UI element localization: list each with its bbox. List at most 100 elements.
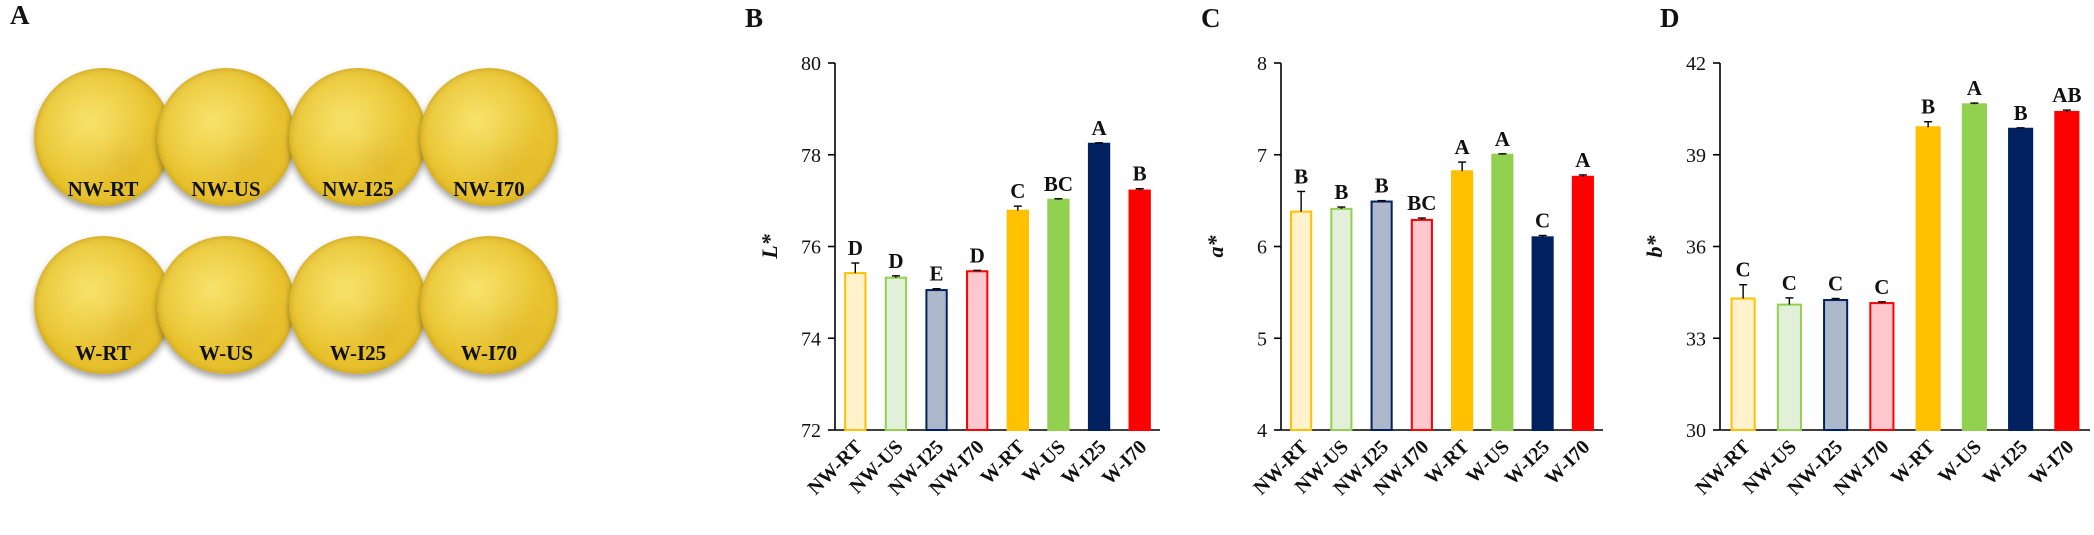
y-tick-label: 76: [801, 237, 821, 259]
sample-label-w-rt: W-RT: [75, 341, 131, 365]
x-tick-label: W-RT: [976, 436, 1029, 489]
bar-w-i25: [1531, 236, 1554, 431]
significance-letter: A: [1967, 76, 1983, 100]
sample-label-w-i70: W-I70: [460, 341, 518, 365]
x-tick-label: W-I25: [1501, 436, 1555, 490]
sample-plate-nw-i25: [289, 68, 427, 206]
bar-nw-rt: [844, 272, 867, 432]
bar-nw-i25: [1823, 299, 1849, 432]
x-tick-label: W-RT: [1421, 436, 1474, 489]
significance-letter: B: [1334, 180, 1348, 204]
significance-letter: C: [1535, 208, 1550, 232]
bar-nw-rt: [1290, 210, 1313, 431]
bar-w-i70: [1128, 189, 1151, 431]
sample-plate-w-i70: [420, 236, 558, 374]
sample-plate-nw-rt: [34, 68, 172, 206]
y-tick-label: 30: [1686, 420, 1706, 442]
bar-w-us: [1961, 103, 1987, 431]
significance-letter: C: [1736, 258, 1751, 282]
bar-w-rt: [1451, 170, 1474, 431]
bar-nw-rt: [1730, 297, 1756, 431]
sample-plate-w-us: [157, 236, 295, 374]
panel-letter-c: C: [1201, 3, 1221, 33]
significance-letter: B: [1294, 164, 1308, 188]
bar-nw-i70: [1869, 302, 1895, 431]
significance-letter: B: [1133, 162, 1147, 186]
significance-letter: B: [1375, 174, 1389, 198]
significance-letter: D: [970, 243, 985, 267]
significance-letter: A: [1495, 127, 1511, 151]
bar-nw-i25: [925, 289, 948, 431]
bar-nw-i70: [1410, 218, 1433, 431]
chart-c: C45678a*BNW-RTBNW-USBNW-I25BCNW-I70AW-RT…: [1201, 3, 1603, 500]
y-axis-label: b*: [1642, 235, 1667, 258]
bar-w-i70: [1571, 175, 1594, 431]
bar-nw-us: [884, 276, 908, 431]
bar-w-i25: [1087, 142, 1111, 432]
significance-letter: C: [1010, 179, 1025, 203]
significance-letter: A: [1091, 116, 1107, 140]
bar-w-i70: [2054, 110, 2080, 432]
significance-letter: B: [2014, 101, 2028, 125]
significance-letter: A: [1455, 135, 1471, 159]
x-tick-label: W-RT: [1887, 436, 1940, 489]
panel-a: A NW-RT NW-US NW-I25 NW-I70 W-RT W-US W-…: [0, 0, 760, 535]
x-tick-label: W-I70: [1541, 436, 1595, 490]
significance-letter: A: [1575, 148, 1591, 172]
bar-w-rt: [1006, 209, 1029, 431]
y-tick-label: 5: [1257, 328, 1267, 350]
bar-w-us: [1491, 153, 1514, 431]
chart-d: D3033363942b*CNW-RTCNW-USCNW-I25CNW-I70B…: [1642, 3, 2090, 500]
significance-letter: B: [1921, 95, 1935, 119]
y-tick-label: 4: [1257, 420, 1267, 442]
sample-plate-nw-i70: [420, 68, 558, 206]
x-tick-label: W-I70: [1098, 436, 1152, 490]
y-tick-label: 74: [801, 328, 821, 350]
sample-plate-nw-us: [157, 68, 295, 206]
sample-plate-w-rt: [34, 236, 172, 374]
sample-label-nw-i70: NW-I70: [453, 177, 525, 201]
y-tick-label: 80: [801, 53, 821, 75]
y-axis-label: a*: [1203, 235, 1228, 258]
y-tick-label: 39: [1686, 145, 1706, 167]
sample-label-nw-us: NW-US: [191, 177, 261, 201]
panel-letter-a: A: [10, 0, 30, 30]
sample-label-nw-rt: NW-RT: [67, 177, 139, 201]
significance-letter: BC: [1044, 172, 1073, 196]
y-tick-label: 7: [1257, 145, 1267, 167]
bar-w-us: [1047, 198, 1070, 431]
y-tick-label: 33: [1686, 328, 1706, 350]
x-tick-label: W-US: [1934, 436, 1986, 488]
y-tick-label: 8: [1257, 53, 1267, 75]
x-tick-label: W-I70: [2025, 436, 2079, 490]
panel-letter-d: D: [1660, 3, 1680, 33]
bar-w-i25: [2008, 127, 2034, 431]
significance-letter: D: [848, 236, 863, 260]
sample-label-nw-i25: NW-I25: [322, 177, 394, 201]
significance-letter: C: [1782, 271, 1797, 295]
y-tick-label: 78: [801, 145, 821, 167]
panel-letter-b: B: [745, 3, 763, 33]
significance-letter: AB: [2052, 83, 2081, 107]
bar-w-rt: [1915, 126, 1941, 431]
significance-letter: D: [888, 249, 903, 273]
y-axis-label: L*: [757, 233, 782, 259]
bar-nw-us: [1330, 207, 1353, 431]
y-tick-label: 6: [1257, 237, 1267, 259]
bar-nw-us: [1776, 303, 1802, 432]
significance-letter: C: [1874, 275, 1889, 299]
sample-label-w-us: W-US: [198, 341, 254, 365]
significance-letter: E: [930, 262, 944, 286]
y-tick-label: 36: [1686, 237, 1706, 259]
x-tick-label: W-I25: [1979, 436, 2033, 490]
y-tick-label: 72: [801, 420, 821, 442]
sample-plate-w-i25: [289, 236, 427, 374]
significance-letter: C: [1828, 271, 1843, 295]
sample-label-w-i25: W-I25: [329, 341, 387, 365]
significance-letter: BC: [1407, 191, 1436, 215]
bar-nw-i70: [966, 270, 989, 431]
bar-nw-i25: [1370, 200, 1393, 431]
x-tick-label: W-I25: [1057, 436, 1111, 490]
